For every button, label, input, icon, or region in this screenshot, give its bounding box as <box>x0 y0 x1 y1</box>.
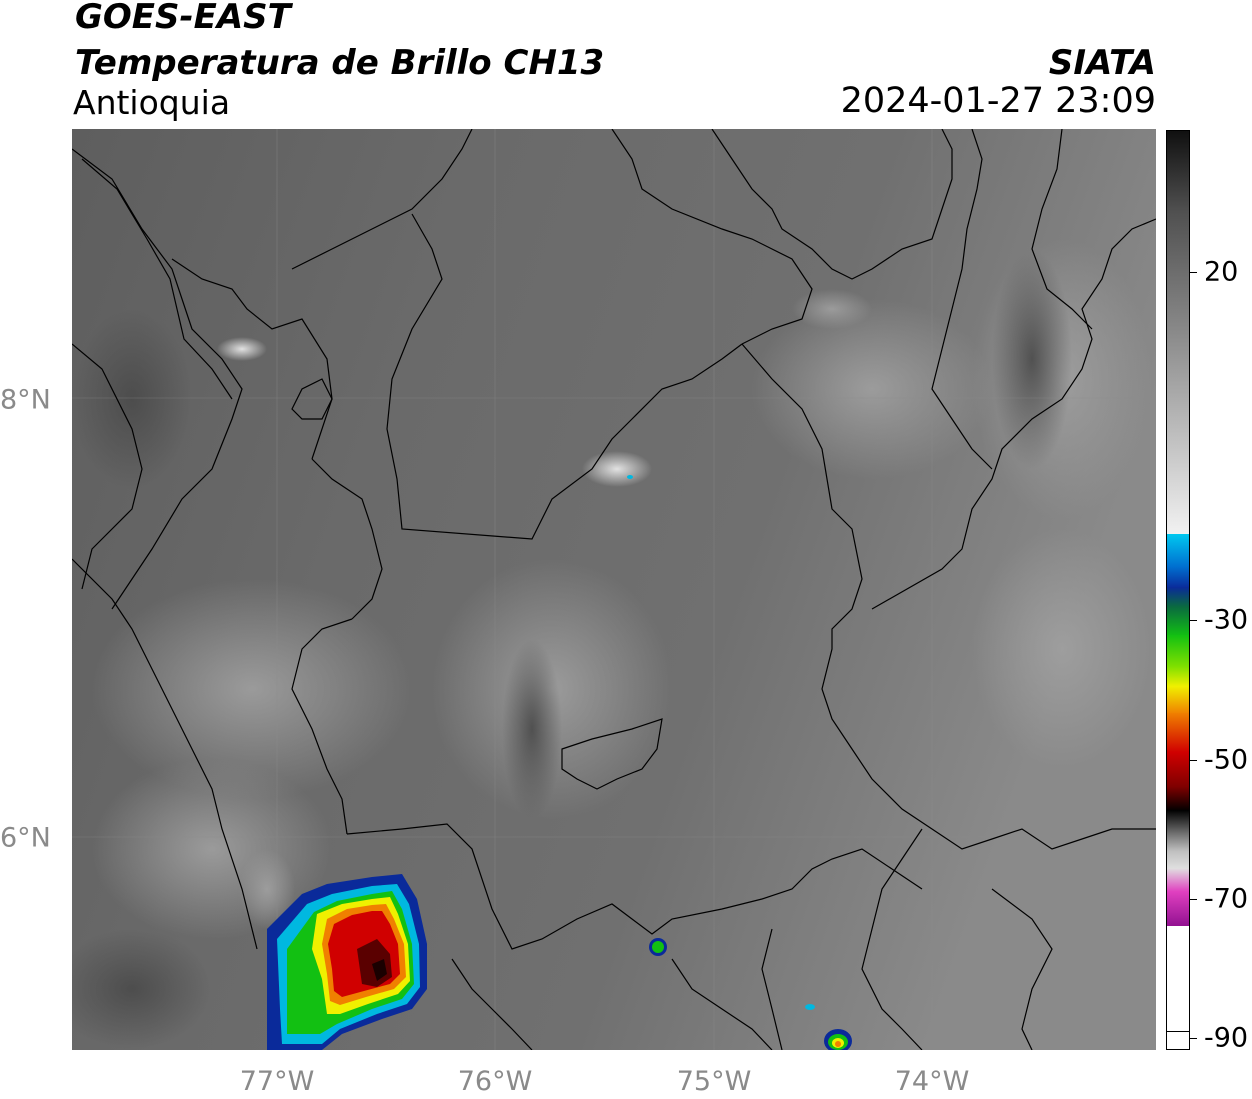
datetime-label: 2024-01-27 23:09 <box>840 81 1156 121</box>
storm-cell-small-2 <box>824 1029 852 1050</box>
latitude-tick-6n: 6°N <box>0 822 51 854</box>
longitude-tick-74w: 74°W <box>894 1066 970 1097</box>
colorbar-tick-mark <box>1189 1038 1197 1039</box>
latitude-tick-8n: 8°N <box>0 384 51 416</box>
colorbar-label-minus90: -90 <box>1204 1022 1249 1054</box>
colorbar-label-minus50: -50 <box>1204 744 1249 776</box>
storm-cell-small-4 <box>627 475 633 479</box>
colorbar-segment <box>1167 635 1189 714</box>
longitude-tick-76w: 76°W <box>457 1066 533 1097</box>
colorbar-tick-mark <box>1189 620 1197 621</box>
colorbar-segment <box>1167 810 1189 870</box>
colorbar <box>1166 130 1190 1050</box>
longitude-tick-75w: 75°W <box>676 1066 752 1097</box>
longitude-tick-77w: 77°W <box>239 1066 315 1097</box>
colorbar-tick-mark <box>1189 899 1197 900</box>
map-canvas <box>72 129 1156 1050</box>
colorbar-segment <box>1167 533 1189 588</box>
institution-label: SIATA <box>1048 43 1156 83</box>
colorbar-segment <box>1167 713 1189 811</box>
storm-cell-main <box>267 874 427 1050</box>
colorbar-segment <box>1167 926 1189 1025</box>
colorbar-tick-mark <box>1189 760 1197 761</box>
storm-cell-small-1 <box>649 938 667 956</box>
satellite-title: GOES-EAST <box>75 0 291 37</box>
boundaries <box>72 129 1156 1050</box>
region-label: Antioquia <box>73 83 231 122</box>
colorbar-segment <box>1167 586 1189 637</box>
colorbar-segment <box>1167 868 1189 928</box>
colorbar-tick-mark <box>1189 272 1197 273</box>
colorbar-label-minus30: -30 <box>1204 604 1249 636</box>
colorbar-label-20: 20 <box>1204 256 1239 288</box>
product-title: Temperatura de Brillo CH13 <box>75 43 605 83</box>
colorbar-segment <box>1167 131 1189 535</box>
colorbar-end-cap <box>1167 1031 1189 1049</box>
colorbar-label-minus70: -70 <box>1204 883 1249 915</box>
storm-cell-small-3 <box>805 1004 815 1010</box>
satellite-map[interactable] <box>72 129 1156 1050</box>
